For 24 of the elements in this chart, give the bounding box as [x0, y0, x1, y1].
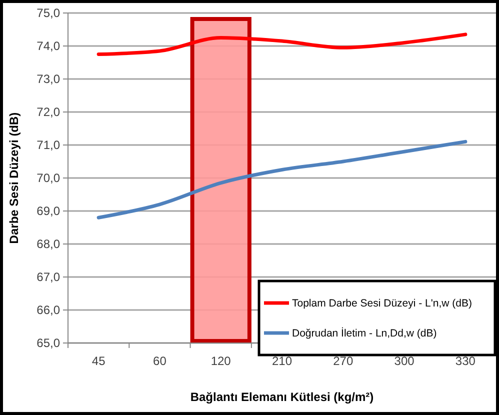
legend-label: Toplam Darbe Sesi Düzeyi - L'n,w (dB)	[292, 298, 472, 310]
x-tick-label: 45	[92, 354, 106, 368]
x-tick-label: 270	[333, 354, 354, 368]
y-tick-label: 71,0	[36, 138, 60, 152]
line-series	[96, 32, 468, 56]
legend-label: Doğrudan İletim - Ln,Dd,w (dB)	[292, 326, 437, 340]
y-tick-label: 74,0	[36, 39, 60, 54]
y-axis-title: Darbe Sesi Düzeyi (dB)	[7, 112, 21, 244]
x-axis-title: Bağlantı Elemanı Kütlesi (kg/m²)	[190, 390, 374, 404]
x-tick-label: 300	[394, 354, 415, 368]
line-series	[96, 140, 468, 220]
y-tick-label: 65,0	[36, 336, 60, 350]
x-tick-label: 330	[455, 354, 476, 368]
y-tick-label: 66,0	[36, 303, 60, 318]
x-tick-label: 60	[153, 354, 167, 368]
y-tick-label: 69,0	[36, 204, 60, 218]
y-tick-label: 70,0	[36, 171, 60, 186]
y-tick-label: 73,0	[36, 72, 60, 86]
y-tick-label: 67,0	[36, 270, 60, 284]
y-tick-label: 72,0	[36, 105, 60, 120]
x-tick-label: 210	[272, 354, 292, 368]
x-tick-label: 120	[210, 354, 232, 368]
y-tick-label: 68,0	[36, 237, 60, 252]
y-tick-label: 75,0	[36, 6, 60, 20]
